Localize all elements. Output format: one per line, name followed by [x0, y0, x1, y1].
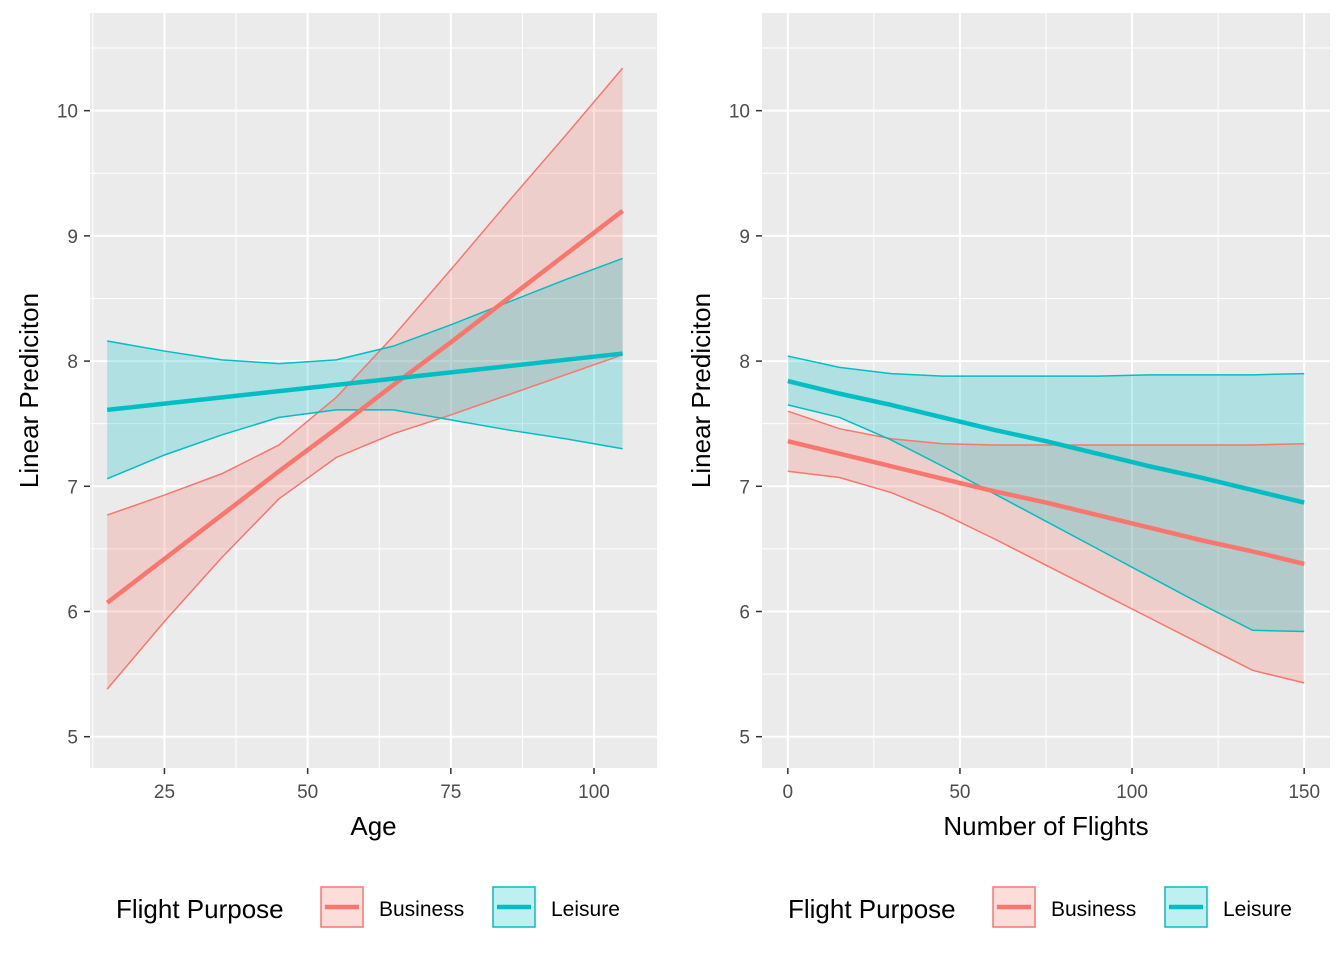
y-tick-label: 6 — [739, 602, 750, 623]
ribbon-leisure — [107, 258, 623, 479]
y-tick-label: 8 — [67, 352, 78, 373]
age-panel: 25 50 75 100 5 6 7 8 9 10 Age Linear Prediciton Flig… — [14, 13, 657, 928]
fit-line-business — [787, 439, 1305, 567]
legend: Flight Purpose Business Leisure — [788, 886, 1292, 928]
x-tick-label: 25 — [154, 782, 175, 803]
ribbon-leisure — [787, 356, 1305, 632]
y-tick-label: 8 — [739, 352, 750, 373]
legend-label-business: Business — [379, 898, 464, 921]
lower-bound-leisure — [787, 404, 1305, 633]
x-tick-label: 50 — [297, 782, 318, 803]
y-tick-label: 10 — [729, 102, 750, 123]
legend-label-leisure: Leisure — [551, 898, 620, 921]
legend-label-leisure: Leisure — [1223, 898, 1292, 921]
upper-bound-leisure — [107, 257, 623, 365]
y-tick-label: 5 — [739, 728, 750, 749]
legend-title: Flight Purpose — [116, 894, 284, 924]
legend: Flight Purpose Business Leisure — [116, 886, 620, 928]
y-tick-label: 7 — [67, 477, 78, 498]
upper-bound-leisure — [787, 355, 1305, 377]
y-tick-label: 10 — [57, 102, 78, 123]
x-tick-label: 150 — [1288, 782, 1320, 803]
ribbon-business — [107, 68, 623, 690]
x-tick-label: 100 — [1116, 782, 1148, 803]
x-tick-label: 0 — [783, 782, 794, 803]
flights-panel: 0 50 100 150 5 6 7 8 9 10 Number of Flights Linear … — [686, 13, 1330, 928]
fit-line-business — [105, 209, 625, 605]
x-tick-label: 100 — [578, 782, 610, 803]
x-axis-title: Age — [350, 811, 396, 841]
x-axis-title: Number of Flights — [943, 811, 1148, 841]
y-tick-label: 7 — [739, 477, 750, 498]
y-axis-title: Linear Prediciton — [686, 293, 716, 488]
lower-bound-business — [787, 470, 1305, 684]
y-axis-title: Linear Prediciton — [14, 293, 44, 488]
x-tick-label: 50 — [949, 782, 970, 803]
legend-title: Flight Purpose — [788, 894, 956, 924]
lower-bound-business — [106, 354, 623, 690]
legend-label-business: Business — [1051, 898, 1136, 921]
y-tick-label: 5 — [67, 728, 78, 749]
y-tick-label: 9 — [67, 227, 78, 248]
lower-bound-leisure — [106, 409, 623, 480]
upper-bound-business — [106, 67, 624, 516]
y-tick-label: 6 — [67, 602, 78, 623]
y-tick-label: 9 — [739, 227, 750, 248]
x-tick-label: 75 — [440, 782, 461, 803]
upper-bound-business — [787, 410, 1305, 446]
fit-line-leisure — [106, 351, 623, 413]
ribbon-business — [787, 411, 1305, 683]
fit-line-leisure — [787, 378, 1305, 505]
